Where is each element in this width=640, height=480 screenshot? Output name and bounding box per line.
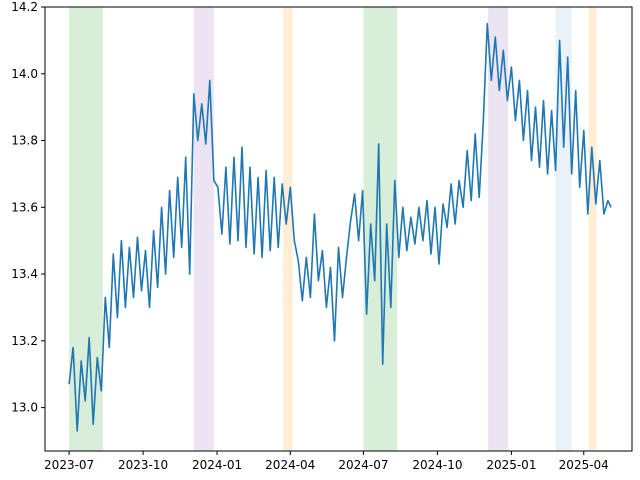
x-tick-label-2: 2024-01 xyxy=(192,458,242,472)
x-axis: 2023-07 2023-10 2024-01 2024-04 2024-07 2024-… xyxy=(44,451,609,472)
y-tick-label-2: 13.4 xyxy=(11,267,38,281)
shaded-span-1 xyxy=(193,7,214,451)
shaded-spans xyxy=(69,7,597,451)
y-tick-label-4: 13.8 xyxy=(11,134,38,148)
x-tick-label-3: 2024-04 xyxy=(265,458,315,472)
series-layer xyxy=(68,22,612,432)
x-tick-label-0: 2023-07 xyxy=(44,458,94,472)
shaded-span-2 xyxy=(283,7,293,451)
y-tick-label-1: 13.2 xyxy=(11,334,38,348)
y-axis: 13.0 13.2 13.4 13.6 13.8 14.0 14.2 xyxy=(11,0,45,415)
y-tick-label-0: 13.0 xyxy=(11,401,38,415)
shaded-span-5 xyxy=(555,7,572,451)
y-tick-label-3: 13.6 xyxy=(11,200,38,214)
shaded-span-4 xyxy=(488,7,509,451)
x-tick-label-7: 2025-04 xyxy=(559,458,609,472)
x-tick-label-4: 2024-07 xyxy=(338,458,388,472)
x-tick-label-5: 2024-10 xyxy=(412,458,462,472)
x-tick-label-6: 2025-01 xyxy=(486,458,536,472)
y-tick-label-5: 14.0 xyxy=(11,67,38,81)
series-line-0 xyxy=(68,22,612,432)
x-tick-label-1: 2023-10 xyxy=(118,458,168,472)
y-tick-label-6: 14.2 xyxy=(11,0,38,14)
shaded-span-6 xyxy=(588,7,597,451)
plot-frame xyxy=(44,6,633,452)
